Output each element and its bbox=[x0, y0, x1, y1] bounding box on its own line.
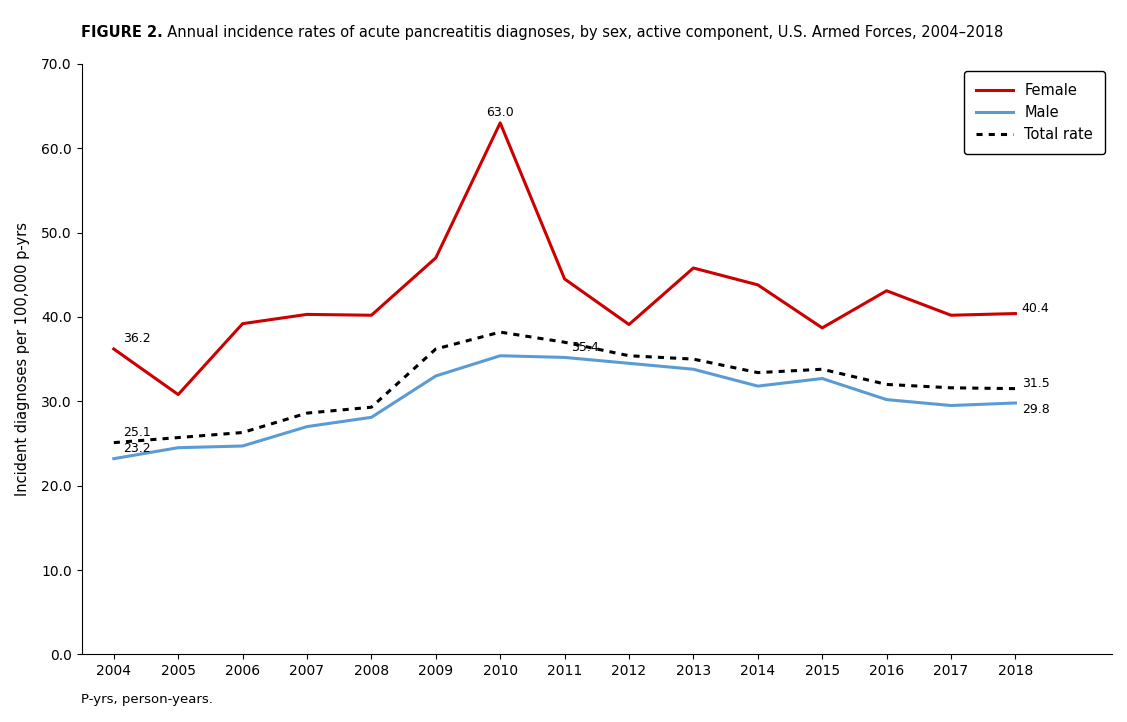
Text: 63.0: 63.0 bbox=[487, 106, 514, 119]
Female bbox=[558, 274, 571, 283]
Line: Female: Female bbox=[114, 123, 1015, 394]
Male bbox=[880, 395, 894, 404]
Female bbox=[107, 344, 121, 353]
Female bbox=[494, 118, 507, 127]
Male bbox=[558, 353, 571, 362]
Female bbox=[622, 320, 636, 329]
Female bbox=[944, 311, 958, 320]
Total rate bbox=[686, 355, 700, 363]
Legend: Female, Male, Total rate: Female, Male, Total rate bbox=[965, 71, 1104, 154]
Male bbox=[751, 382, 764, 391]
Total rate bbox=[751, 368, 764, 377]
Text: 40.4: 40.4 bbox=[1022, 302, 1049, 315]
Male bbox=[1009, 399, 1022, 407]
Male bbox=[171, 443, 185, 452]
Female bbox=[686, 264, 700, 272]
Male bbox=[816, 374, 829, 383]
Female bbox=[1009, 309, 1022, 318]
Line: Total rate: Total rate bbox=[114, 332, 1015, 443]
Female bbox=[429, 253, 443, 262]
Text: Annual incidence rates of acute pancreatitis diagnoses, by sex, active component: Annual incidence rates of acute pancreat… bbox=[158, 25, 1003, 40]
Male bbox=[494, 352, 507, 360]
Total rate bbox=[300, 409, 313, 417]
Text: 25.1: 25.1 bbox=[124, 426, 151, 439]
Male bbox=[300, 422, 313, 431]
Total rate bbox=[494, 328, 507, 336]
Text: P-yrs, person-years.: P-yrs, person-years. bbox=[81, 693, 213, 706]
Male bbox=[944, 401, 958, 410]
Total rate bbox=[558, 338, 571, 347]
Male bbox=[622, 359, 636, 367]
Total rate bbox=[1009, 384, 1022, 393]
Total rate bbox=[107, 438, 121, 447]
Line: Male: Male bbox=[114, 356, 1015, 458]
Total rate bbox=[816, 365, 829, 373]
Text: 31.5: 31.5 bbox=[1022, 377, 1049, 390]
Female bbox=[751, 281, 764, 290]
Male bbox=[107, 454, 121, 463]
Total rate bbox=[622, 352, 636, 360]
Female bbox=[236, 319, 249, 328]
Total rate bbox=[429, 344, 443, 353]
Total rate bbox=[236, 428, 249, 437]
Female bbox=[300, 310, 313, 318]
Female bbox=[171, 390, 185, 399]
Text: 29.8: 29.8 bbox=[1022, 403, 1049, 416]
Male bbox=[686, 365, 700, 373]
Total rate bbox=[171, 433, 185, 442]
Male bbox=[365, 413, 379, 422]
Total rate bbox=[944, 383, 958, 392]
Y-axis label: Incident diagnoses per 100,000 p-yrs: Incident diagnoses per 100,000 p-yrs bbox=[15, 222, 30, 496]
Female bbox=[880, 287, 894, 295]
Total rate bbox=[880, 380, 894, 388]
Male bbox=[236, 442, 249, 451]
Female bbox=[365, 311, 379, 320]
Text: FIGURE 2.: FIGURE 2. bbox=[81, 25, 163, 40]
Text: 36.2: 36.2 bbox=[124, 332, 151, 345]
Female bbox=[816, 323, 829, 332]
Male bbox=[429, 372, 443, 380]
Total rate bbox=[365, 403, 379, 412]
Text: 23.2: 23.2 bbox=[124, 442, 151, 455]
Text: 35.4: 35.4 bbox=[571, 341, 598, 354]
